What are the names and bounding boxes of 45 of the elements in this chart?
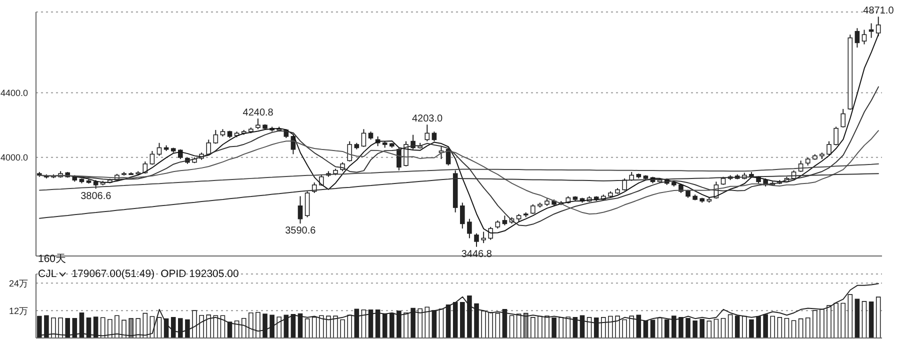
- candlestick: [432, 131, 437, 142]
- annotation: 3806.6: [80, 190, 112, 202]
- line-series: [39, 283, 879, 336]
- candlestick: [862, 29, 867, 45]
- candlestick: [834, 126, 838, 146]
- bar: [868, 301, 874, 338]
- annotation: 4240.8: [242, 108, 274, 119]
- candlestick: [530, 204, 536, 214]
- candlestick: [481, 231, 486, 244]
- bar: [854, 298, 860, 338]
- annotation: OPID 192305.00: [160, 268, 239, 280]
- candlestick: [502, 215, 508, 226]
- candlestick: [474, 232, 479, 248]
- y-tick-label: 4400.0: [0, 88, 28, 98]
- y-tick-label: 12万: [8, 306, 28, 316]
- candlestick: [213, 129, 218, 144]
- annotation: 3590.6: [285, 226, 316, 237]
- candlestick: [298, 196, 303, 224]
- annotation: 160天: [38, 252, 67, 266]
- y-tick-label: 24万: [8, 278, 28, 288]
- candlestick: [361, 128, 366, 148]
- y-tick-label: 4000.0: [0, 152, 28, 163]
- annotation: 179067.00(51:49): [72, 268, 155, 280]
- candlestick: [868, 22, 874, 38]
- annotation: 4203.0: [412, 114, 444, 125]
- line-series: [39, 86, 879, 226]
- candlestick: [467, 218, 472, 239]
- candlestick: [622, 178, 627, 192]
- candlestick: [854, 28, 860, 48]
- annotation: CJL: [38, 268, 57, 280]
- candlestick: [876, 16, 881, 37]
- candlestick: [840, 108, 846, 128]
- candlestick: [460, 202, 465, 230]
- line-series: [39, 163, 879, 191]
- line-series: [39, 130, 879, 214]
- candlestick: [256, 118, 260, 130]
- candlestick: [424, 124, 430, 142]
- annotation: 4871.0: [863, 6, 894, 17]
- candlestick: [347, 140, 352, 162]
- candlestick: [156, 142, 162, 156]
- candlestick: [304, 190, 310, 218]
- candlestick: [150, 150, 155, 166]
- candlestick: [488, 226, 494, 240]
- candlestick: [826, 140, 832, 156]
- candlestick: [396, 147, 402, 171]
